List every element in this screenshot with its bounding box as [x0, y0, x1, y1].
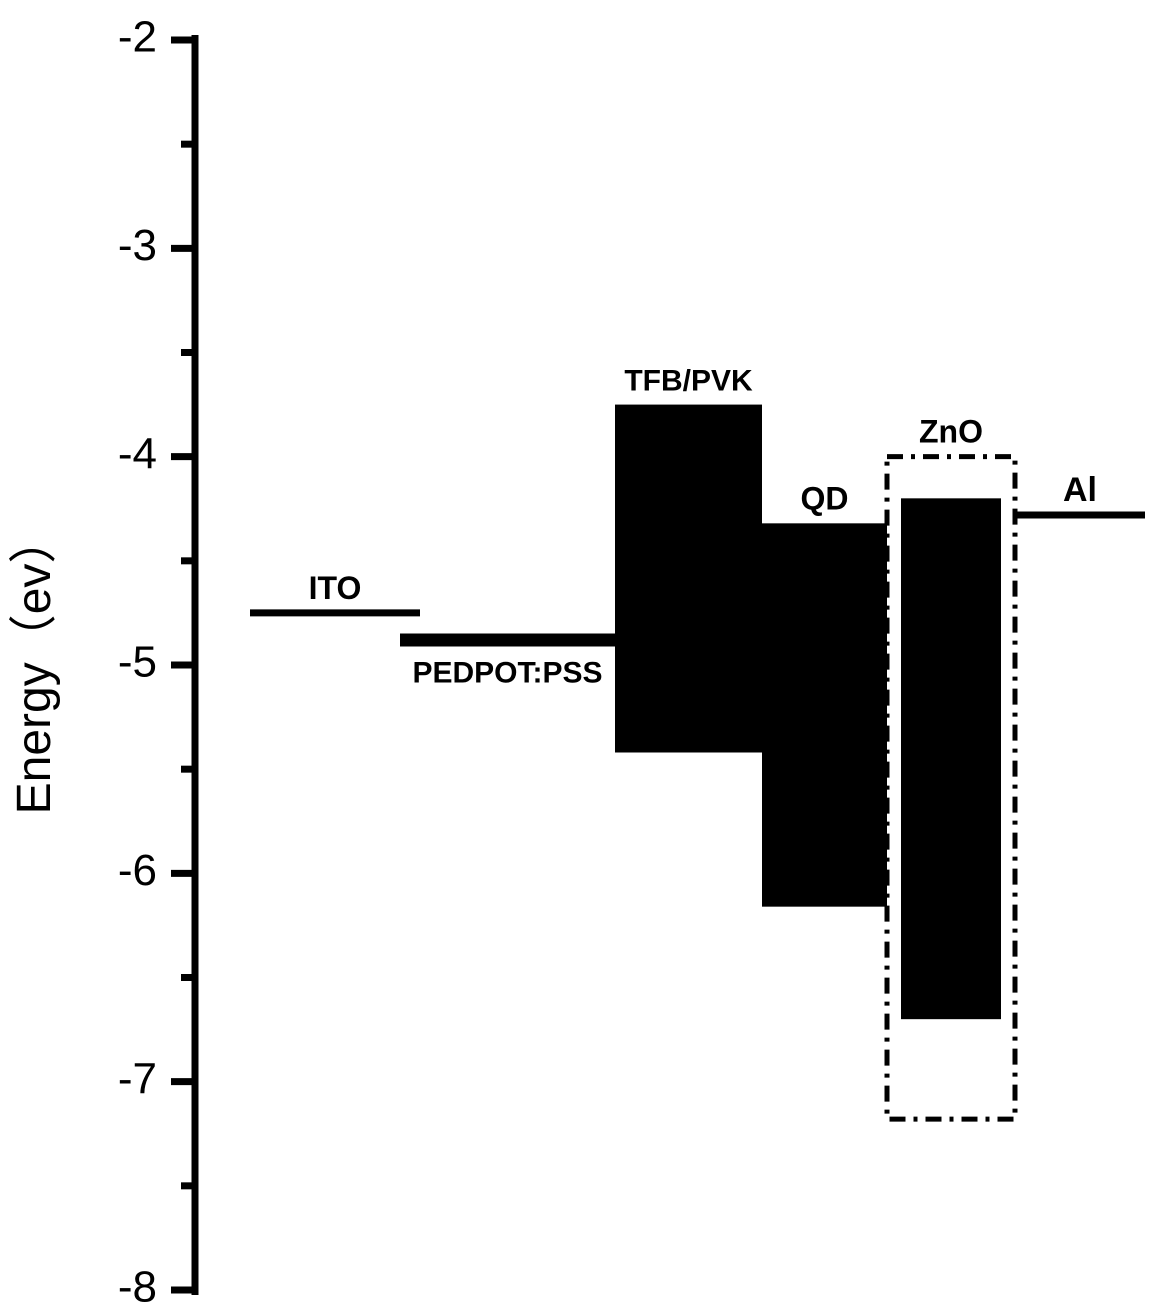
tfb-pvk-label: TFB/PVK [624, 365, 753, 398]
qd-label: QD [801, 480, 849, 516]
zno-label: ZnO [919, 414, 983, 450]
y-axis-tick-label: -3 [118, 221, 157, 270]
zno-band [901, 498, 1001, 1019]
y-axis-label: Energy（ev） [8, 516, 61, 815]
y-axis-tick-label: -4 [118, 429, 157, 478]
y-axis-tick-label: -8 [118, 1263, 157, 1312]
qd-band [762, 523, 887, 906]
al-label: Al [1063, 471, 1097, 509]
ito-label: ITO [309, 570, 362, 606]
tfb-pvk-band [615, 405, 762, 753]
pedot-label: PEDPOT:PSS [412, 657, 602, 690]
y-axis-tick-label: -5 [118, 638, 157, 687]
y-axis-tick-label: -7 [118, 1054, 157, 1103]
y-axis-tick-label: -6 [118, 846, 157, 895]
y-axis-tick-label: -2 [118, 13, 157, 62]
